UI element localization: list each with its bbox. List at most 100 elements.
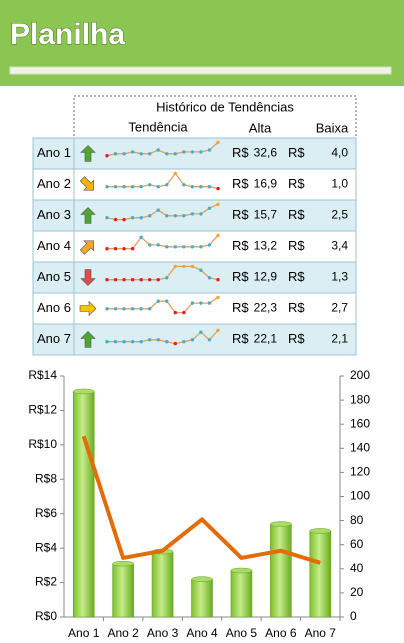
row-label: Ano 7 — [37, 331, 71, 346]
bar-top — [270, 521, 292, 527]
sparkline-point — [199, 245, 203, 249]
x-tick-label: Ano 6 — [265, 626, 297, 640]
sparkline-point — [147, 243, 152, 247]
sparkline-point — [147, 152, 152, 156]
bar-top — [191, 576, 213, 582]
sparkline-point — [165, 183, 169, 187]
sparkline-point — [122, 217, 126, 222]
y2-tick-label: 20 — [350, 585, 364, 599]
currency: R$ — [232, 176, 249, 191]
sparkline-point — [147, 214, 152, 218]
sparkline-point — [165, 152, 169, 156]
currency: R$ — [288, 331, 305, 346]
y-tick-label: R$2 — [35, 575, 57, 589]
y-tick-label: R$0 — [35, 609, 57, 623]
sparkline-point — [199, 212, 203, 216]
sparkline-point — [173, 264, 178, 269]
bar-top — [309, 528, 332, 534]
sparkline-point — [207, 338, 212, 342]
sparkline-point — [182, 183, 186, 187]
sparkline-point — [173, 152, 178, 156]
sparkline-point — [182, 340, 186, 344]
sparkline-point — [190, 185, 195, 189]
table-row — [32, 199, 357, 232]
sparkline-point — [122, 340, 126, 344]
currency: R$ — [288, 145, 305, 160]
sparkline-point — [199, 268, 203, 272]
y-tick-label: R$4 — [35, 540, 57, 554]
bar — [151, 551, 174, 618]
sparkline-point — [207, 206, 212, 210]
bar — [309, 530, 332, 618]
alta-value: 16,9 — [254, 177, 278, 191]
currency: R$ — [288, 238, 305, 253]
bar — [72, 391, 95, 618]
table-row — [32, 168, 357, 201]
trend-arrow — [80, 207, 96, 224]
sparkline-point — [139, 278, 143, 282]
sparkline-point — [173, 171, 178, 176]
sparkline-point — [199, 185, 203, 189]
sparkline-point — [113, 340, 118, 344]
sparkline-point — [207, 301, 212, 305]
x-tick-label: Ano 5 — [226, 626, 258, 640]
y-tick-label: R$6 — [35, 506, 57, 520]
sparkline-point — [113, 307, 118, 311]
sparkline-point — [139, 235, 143, 239]
y2-tick-label: 180 — [350, 392, 370, 406]
alta-value: 13,2 — [254, 239, 278, 253]
header-bar — [9, 66, 392, 75]
baixa-value: 2,7 — [331, 301, 348, 315]
y-tick-label: R$8 — [35, 471, 57, 485]
bar-top — [72, 388, 95, 395]
y2-tick-label: 100 — [350, 489, 370, 503]
alta-value: 15,7 — [254, 208, 278, 222]
sparkline-point — [156, 338, 160, 342]
sparkline-point — [139, 216, 143, 220]
sparkline-point — [173, 310, 178, 315]
baixa-value: 3,4 — [331, 239, 348, 253]
baixa-value: 1,0 — [331, 177, 348, 191]
sparkline-point — [207, 243, 212, 247]
sparkline-point — [156, 148, 160, 152]
sparkline-point — [165, 214, 169, 218]
sparkline-point — [182, 310, 186, 315]
sparkline-point — [216, 328, 220, 332]
y2-tick-label: 200 — [350, 368, 370, 382]
sparkline-point — [139, 340, 143, 344]
sparkline-point — [156, 185, 160, 189]
sparkline-point — [173, 341, 178, 346]
row-label: Ano 5 — [37, 269, 71, 284]
currency: R$ — [232, 331, 249, 346]
trend-arrow — [79, 176, 94, 191]
bar — [112, 563, 134, 618]
baixa-value: 1,3 — [331, 270, 348, 284]
sparkline-point — [105, 154, 109, 158]
row-label: Ano 4 — [37, 238, 71, 253]
baixa-value: 4,0 — [331, 146, 348, 160]
sparkline-point — [156, 278, 160, 282]
trend-arrow — [80, 145, 96, 162]
sparkline-point — [105, 307, 109, 311]
baixa-value: 2,1 — [331, 332, 348, 346]
sparkline-point — [190, 338, 195, 342]
bar-top — [230, 567, 253, 574]
sparkline-point — [113, 217, 118, 222]
sparkline-point — [147, 338, 152, 342]
y-tick-label: R$14 — [28, 368, 57, 382]
y2-tick-label: 160 — [350, 416, 370, 430]
sparkline-point — [130, 216, 135, 220]
sparkline-point — [122, 152, 126, 156]
bar-top — [112, 560, 134, 567]
table-row — [32, 137, 357, 170]
y2-tick-label: 120 — [350, 465, 370, 479]
sparkline-point — [130, 185, 135, 189]
sparkline-point — [156, 243, 160, 247]
sparkline-point — [182, 150, 186, 154]
sparkline-point — [147, 307, 152, 311]
sparkline-point — [122, 278, 126, 282]
sparkline-point — [216, 295, 220, 300]
x-tick-label: Ano 4 — [186, 626, 218, 640]
alta-value: 32,6 — [254, 146, 278, 160]
sparkline-point — [190, 212, 195, 216]
